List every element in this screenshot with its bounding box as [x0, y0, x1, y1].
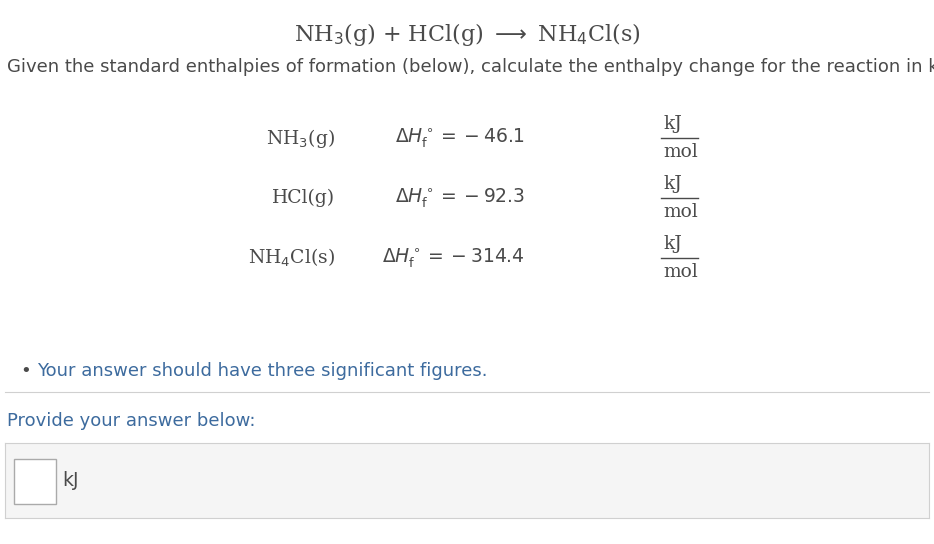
Text: •: •	[21, 362, 32, 380]
Text: mol: mol	[663, 203, 698, 221]
Text: kJ: kJ	[663, 235, 682, 253]
Text: $\Delta H^\circ_\mathrm{f} = -92.3$: $\Delta H^\circ_\mathrm{f} = -92.3$	[395, 186, 525, 210]
Text: NH$_3$(g) + HCl(g) $\longrightarrow$ NH$_4$Cl(s): NH$_3$(g) + HCl(g) $\longrightarrow$ NH$…	[293, 21, 641, 48]
Text: kJ: kJ	[663, 175, 682, 193]
Text: kJ: kJ	[62, 471, 78, 490]
Text: kJ: kJ	[663, 115, 682, 133]
Text: mol: mol	[663, 143, 698, 161]
Text: $\Delta H^\circ_\mathrm{f} = -46.1$: $\Delta H^\circ_\mathrm{f} = -46.1$	[395, 126, 525, 150]
Text: Given the standard enthalpies of formation (below), calculate the enthalpy chang: Given the standard enthalpies of formati…	[7, 58, 934, 76]
Text: Provide your answer below:: Provide your answer below:	[7, 412, 256, 430]
Text: mol: mol	[663, 263, 698, 281]
FancyBboxPatch shape	[14, 459, 55, 504]
Text: NH$_4$Cl(s): NH$_4$Cl(s)	[248, 247, 335, 269]
Text: NH$_3$(g): NH$_3$(g)	[266, 127, 335, 150]
Text: $\Delta H^\circ_\mathrm{f} = -314.4$: $\Delta H^\circ_\mathrm{f} = -314.4$	[382, 246, 525, 270]
Text: HCl(g): HCl(g)	[272, 189, 335, 207]
Text: Your answer should have three significant figures.: Your answer should have three significan…	[37, 362, 488, 380]
